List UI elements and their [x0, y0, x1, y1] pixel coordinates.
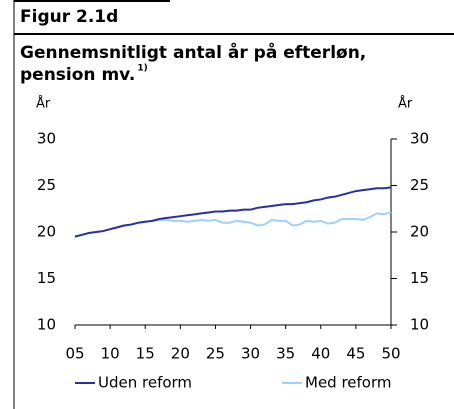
x-tick-label: 05	[65, 345, 84, 363]
x-tick-label: 15	[136, 345, 155, 363]
y2-tick-label: 10	[410, 316, 429, 334]
figure-label: Figur 2.1d	[20, 7, 118, 27]
series-line	[74, 211, 392, 238]
y2-tick-label: 15	[410, 269, 429, 287]
x-tick-label: 10	[101, 345, 120, 363]
series-line	[74, 186, 392, 238]
x-tick-label: 40	[311, 345, 330, 363]
y-tick-label: 25	[37, 176, 56, 194]
x-tick-label: 45	[346, 345, 365, 363]
x-tick-label: 35	[276, 345, 295, 363]
y2-tick-label: 30	[410, 130, 429, 148]
y2-tick-label: 20	[410, 223, 429, 241]
legend-label: Uden reform	[98, 374, 192, 392]
y-tick-label: 15	[37, 269, 56, 287]
y-tick-label: 20	[37, 223, 56, 241]
y-axis-label: År	[36, 96, 51, 112]
chart-title: pension mv.	[20, 65, 135, 85]
x-tick-label: 50	[381, 345, 400, 363]
title-note: 1)	[137, 64, 147, 74]
chart-title: Gennemsnitligt antal år på efterløn,	[20, 41, 366, 63]
y-tick-label: 30	[37, 130, 56, 148]
y2-axis-label: År	[398, 96, 413, 112]
x-tick-label: 20	[171, 345, 190, 363]
legend-label: Med reform	[305, 374, 392, 392]
y-tick-label: 10	[37, 316, 56, 334]
x-tick-label: 25	[206, 345, 225, 363]
x-tick-label: 30	[241, 345, 260, 363]
y2-tick-label: 25	[410, 176, 429, 194]
